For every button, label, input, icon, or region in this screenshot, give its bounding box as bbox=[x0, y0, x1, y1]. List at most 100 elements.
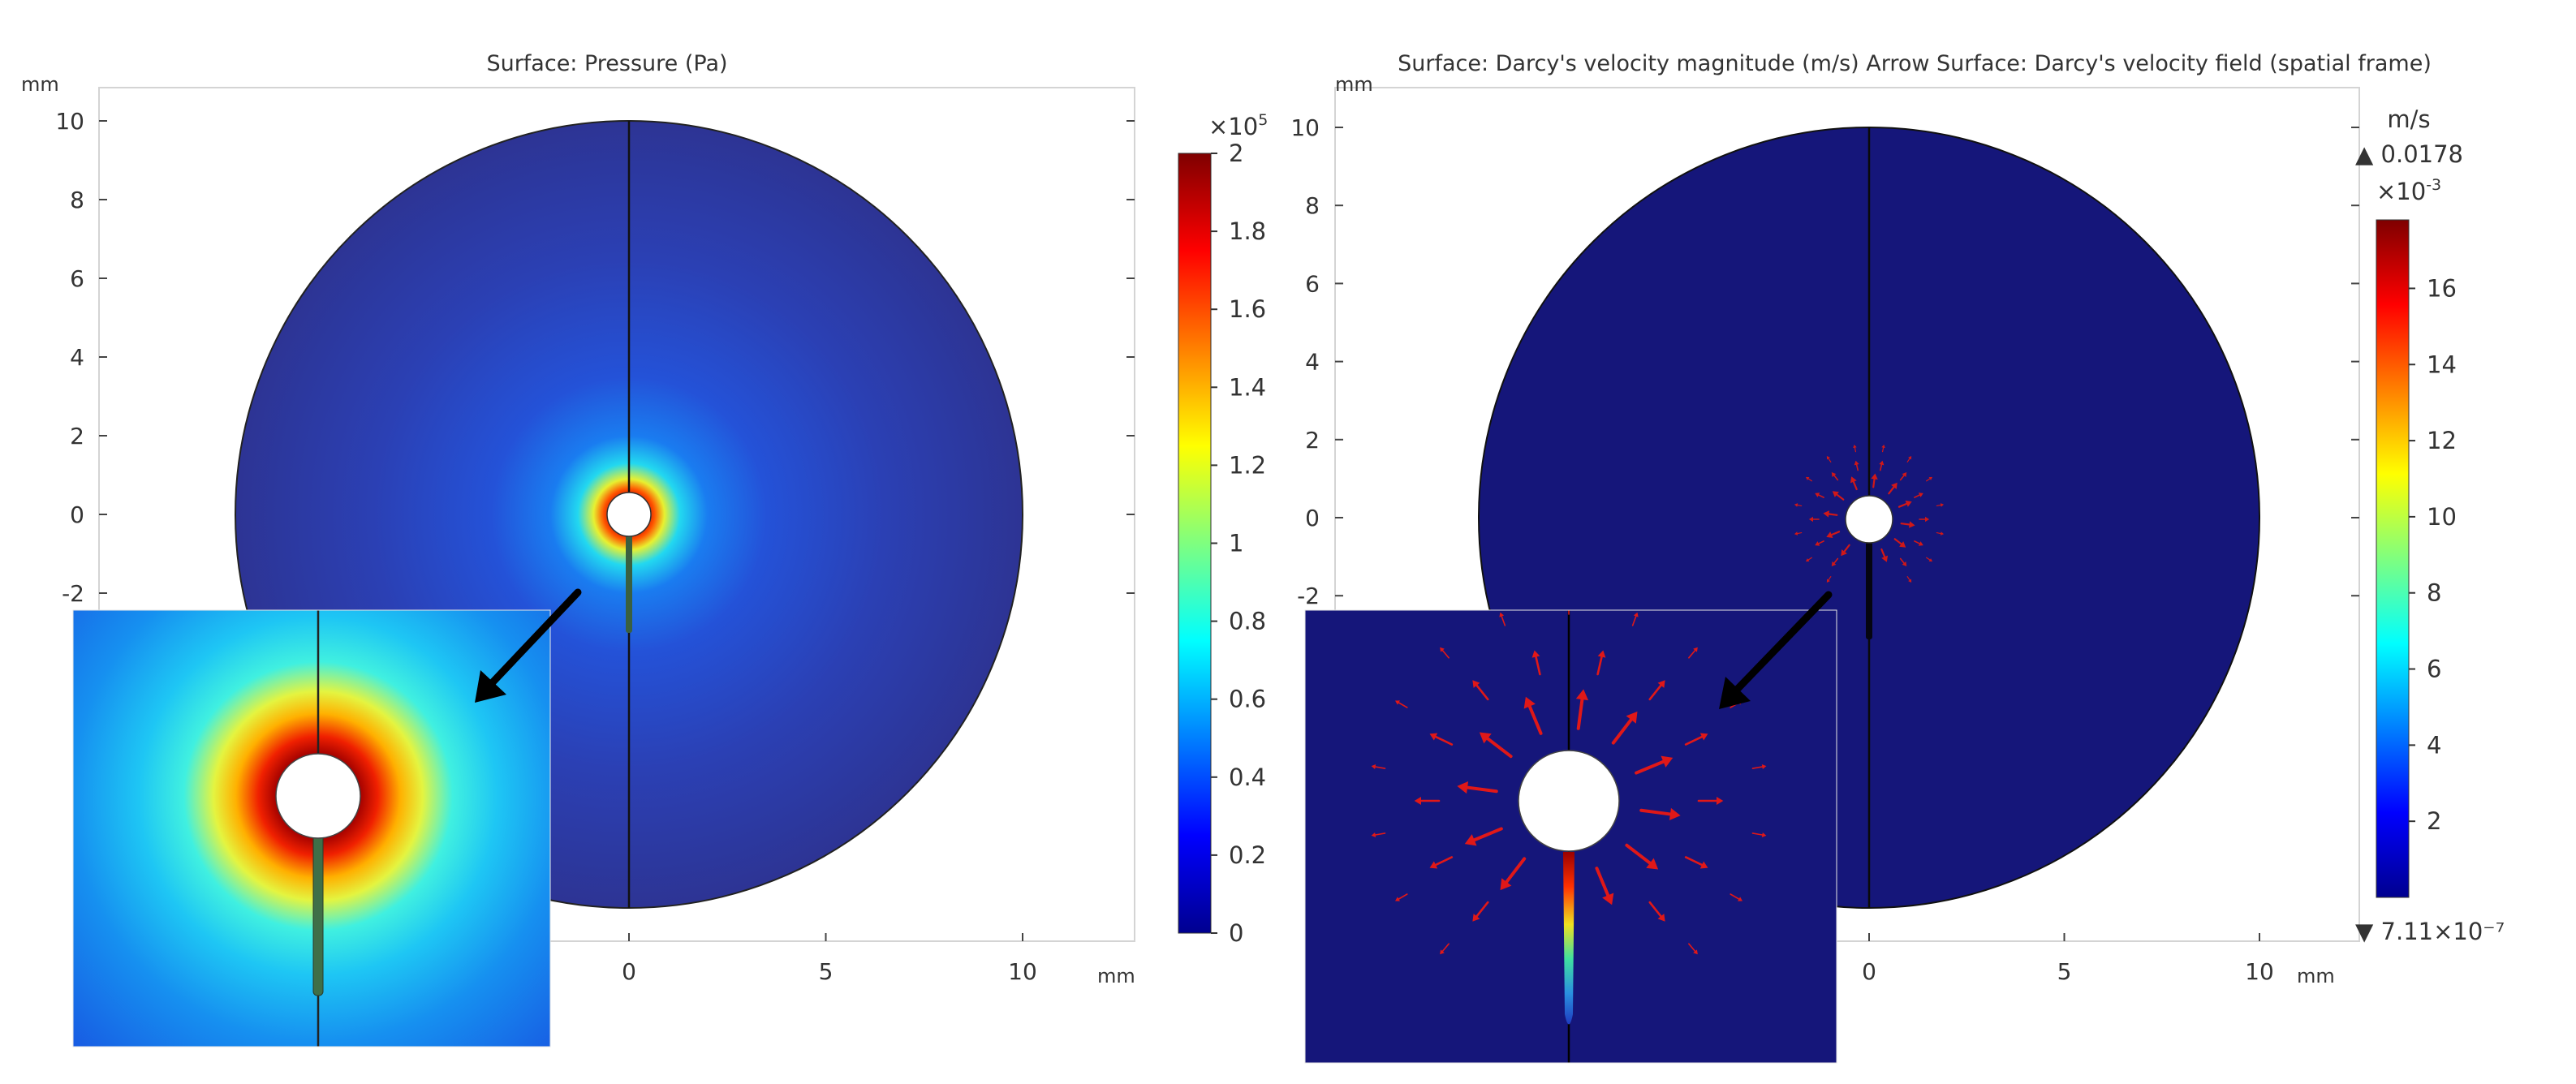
velocity-arrow bbox=[1830, 531, 1841, 536]
velocity-arrow-head bbox=[1371, 764, 1376, 770]
velocity-arrow bbox=[1872, 478, 1876, 488]
colorbar-tick-label: 0.2 bbox=[1229, 841, 1266, 869]
velocity-arrow-head bbox=[1464, 834, 1477, 846]
velocity-arrow-head bbox=[1925, 516, 1930, 523]
velocity-arrow-head bbox=[1394, 700, 1400, 705]
velocity-arrow-head bbox=[1472, 680, 1480, 688]
velocity-arrow-head bbox=[1597, 650, 1606, 658]
velocity-arrow-head bbox=[1794, 531, 1798, 536]
velocity-arrow bbox=[1836, 493, 1845, 501]
velocity-arrow bbox=[1527, 704, 1543, 735]
velocity-arrow-head bbox=[1881, 444, 1885, 449]
colorbar-tick-label: 4 bbox=[2427, 731, 2441, 759]
velocity-arrow bbox=[1906, 458, 1910, 462]
colorbar bbox=[1178, 153, 1212, 934]
velocity-arrow-head bbox=[1805, 558, 1810, 562]
zoom-arrow bbox=[1733, 591, 1833, 694]
velocity-arrow bbox=[1899, 557, 1905, 564]
colorbar-tick-label: 0.4 bbox=[1229, 764, 1266, 791]
colorbar bbox=[2376, 219, 2410, 898]
velocity-arrow-head bbox=[1646, 858, 1659, 870]
velocity-arrow-head bbox=[1661, 755, 1674, 768]
velocity-arrow bbox=[1828, 458, 1832, 462]
colorbar-ticks: 2 1.8 1.6 1.4 1.2 1 0.8 0.6 0.4 0.2 0 bbox=[1211, 140, 1266, 947]
velocity-arrow-head bbox=[1899, 541, 1906, 548]
velocity-arrow bbox=[1595, 867, 1610, 897]
velocity-arrow bbox=[1441, 943, 1450, 953]
colorbar-tick-label: 1.8 bbox=[1229, 217, 1266, 245]
velocity-arrow-head bbox=[1429, 861, 1438, 869]
velocity-arrow bbox=[1843, 544, 1850, 553]
velocity-arrow bbox=[1576, 698, 1584, 730]
colorbar-tick-label: 1 bbox=[1229, 530, 1243, 557]
velocity-arrow bbox=[1906, 576, 1910, 581]
colorbar-tick-label: 0.8 bbox=[1229, 608, 1266, 635]
y-tick-label: 8 bbox=[70, 187, 84, 213]
x-axis-unit: mm bbox=[2297, 965, 2335, 987]
velocity-arrow bbox=[1688, 649, 1696, 659]
velocity-arrow-head bbox=[1908, 579, 1912, 583]
velocity-arrow-head bbox=[1831, 472, 1837, 477]
velocity-arrow bbox=[1926, 478, 1931, 482]
velocity-arrow-head bbox=[1523, 696, 1536, 709]
velocity-arrow bbox=[1441, 649, 1450, 659]
velocity-arrow-head bbox=[1854, 460, 1859, 466]
x-tick-label: 5 bbox=[819, 958, 834, 985]
velocity-arrow bbox=[1833, 475, 1839, 481]
velocity-arrow bbox=[1639, 808, 1672, 816]
x-tick-label: 10 bbox=[1008, 958, 1037, 985]
velocity-arrow-head bbox=[1761, 832, 1767, 838]
velocity-arrow bbox=[1818, 494, 1824, 498]
velocity-arrow-head bbox=[1879, 460, 1885, 466]
x-tick-label: 0 bbox=[1862, 958, 1876, 985]
y-tick-label: 4 bbox=[70, 344, 84, 371]
y-tick-label: 2 bbox=[1305, 427, 1320, 454]
y-axis-ticks: 10 8 6 4 2 0 -2 bbox=[1290, 114, 2359, 609]
velocity-arrow-head bbox=[1602, 893, 1614, 905]
velocity-arrow-head bbox=[1394, 897, 1400, 901]
y-tick-label: 10 bbox=[55, 108, 84, 135]
colorbar-tick-label: 12 bbox=[2427, 427, 2457, 454]
velocity-arrow-head bbox=[1479, 732, 1492, 744]
velocity-arrow-head bbox=[1918, 493, 1923, 497]
velocity-arrow bbox=[1475, 684, 1489, 701]
velocity-arrow-head bbox=[1805, 476, 1810, 480]
velocity-arrow bbox=[1852, 480, 1858, 491]
colorbar-tick-label: 2 bbox=[2427, 807, 2441, 835]
colorbar-tick-label: 2 bbox=[1229, 140, 1243, 167]
velocity-arrow bbox=[1899, 475, 1905, 481]
velocity-arrow bbox=[1466, 785, 1498, 794]
borehole bbox=[606, 492, 652, 537]
y-tick-label: -2 bbox=[62, 580, 84, 607]
velocity-arrow-head bbox=[1717, 797, 1724, 805]
velocity-arrow bbox=[1854, 447, 1857, 453]
colorbar-tick-label: 16 bbox=[2427, 274, 2457, 302]
velocity-arrow-head bbox=[1826, 455, 1830, 460]
velocity-arrow bbox=[1648, 901, 1662, 918]
chart-title: Surface: Darcy's velocity magnitude (m/s… bbox=[1398, 51, 2432, 76]
velocity-arrow bbox=[1635, 759, 1665, 775]
colorbar-tick-label: 0.6 bbox=[1229, 686, 1266, 713]
velocity-arrow bbox=[1684, 856, 1704, 867]
y-tick-label: 4 bbox=[1305, 349, 1320, 376]
velocity-arrow bbox=[1880, 548, 1886, 558]
velocity-arrow-head bbox=[1440, 949, 1445, 955]
velocity-arrow-head bbox=[1457, 781, 1469, 794]
velocity-arrow-head bbox=[1815, 493, 1820, 497]
velocity-arrow-head bbox=[1761, 764, 1767, 770]
colorbar-multiplier: ×10-3 bbox=[2376, 176, 2441, 205]
velocity-arrow-head bbox=[1928, 476, 1933, 480]
velocity-arrow-head bbox=[1815, 541, 1820, 546]
colorbar-tick-label: 6 bbox=[2427, 656, 2441, 683]
velocity-arrow bbox=[1505, 857, 1527, 884]
velocity-arrow bbox=[1631, 615, 1637, 626]
crack bbox=[1866, 542, 1872, 639]
velocity-arrow-head bbox=[1738, 897, 1743, 901]
velocity-arrow bbox=[1730, 893, 1740, 900]
colorbar-multiplier: ×105 bbox=[1208, 111, 1268, 140]
velocity-arrow-head bbox=[1881, 555, 1889, 562]
colorbar-unit: m/s bbox=[2387, 105, 2430, 133]
velocity-arrow-head bbox=[1657, 914, 1665, 922]
velocity-arrow bbox=[1535, 656, 1541, 676]
